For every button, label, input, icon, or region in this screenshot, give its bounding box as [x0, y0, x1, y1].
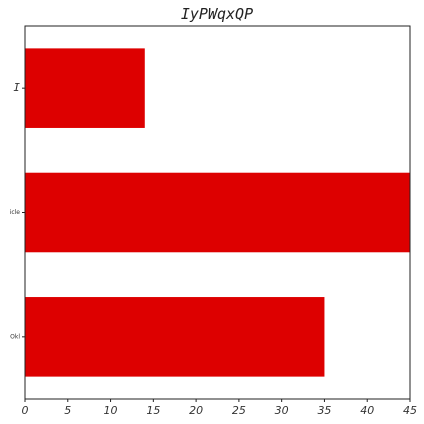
bars-group	[25, 48, 410, 377]
x-axis-ticks: 0 5 10 15 20 25 30 35 40 45	[22, 399, 417, 417]
x-tick-label: 45	[403, 404, 417, 417]
y-tick-label: icle	[10, 209, 21, 216]
bar	[25, 48, 145, 128]
x-tick-label: 35	[317, 404, 331, 417]
y-tick-label: Okl	[10, 333, 20, 340]
bar	[25, 172, 410, 253]
chart-title: IyPWqxQP	[181, 5, 253, 23]
plot-area-frame	[24, 25, 411, 400]
x-tick-label: 0	[22, 404, 29, 417]
x-tick-label: 25	[232, 404, 246, 417]
x-tick-label: 10	[104, 404, 118, 417]
x-tick-label: 15	[146, 404, 160, 417]
x-tick-label: 30	[275, 404, 289, 417]
x-tick-label: 40	[360, 404, 374, 417]
x-tick-label: 5	[64, 404, 71, 417]
bar	[25, 297, 325, 377]
x-tick-label: 20	[189, 404, 203, 417]
y-tick-label: I	[13, 81, 20, 94]
